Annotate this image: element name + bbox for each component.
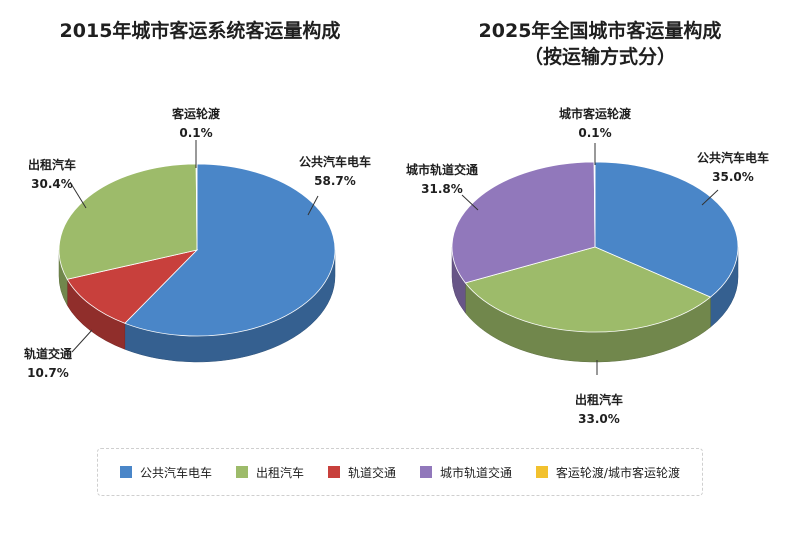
slice-value-label: 30.4% xyxy=(31,177,73,191)
leader-line xyxy=(461,194,479,211)
legend-item: 城市轨道交通 xyxy=(419,464,512,481)
legend-item: 客运轮渡/城市客运轮渡 xyxy=(535,464,680,481)
legend-label: 出租汽车 xyxy=(255,465,304,480)
chart-2-title-block: 2025年全国城市客运量构成 （按运输方式分） xyxy=(400,18,800,70)
slice-value-label: 31.8% xyxy=(421,182,463,196)
slice-value-label: 0.1% xyxy=(179,126,212,140)
leader-line xyxy=(71,329,93,353)
pie-slice xyxy=(58,163,198,280)
legend-item: 出租汽车 xyxy=(235,464,304,481)
slice-label: 城市轨道交通 xyxy=(406,162,478,177)
leader-line xyxy=(307,195,319,216)
chart-2-title: 2025年全国城市客运量构成 xyxy=(478,20,722,42)
slice-value-label: 33.0% xyxy=(578,412,620,426)
slice-value-label: 10.7% xyxy=(27,366,69,380)
slice-label: 城市客运轮渡 xyxy=(559,106,632,121)
pie-chart-1: 公共汽车电车 58.7% 轨道交通 10.7% 出租汽车 30.4% 客运轮渡 0.1% xyxy=(24,106,371,380)
pie-slice xyxy=(451,161,596,284)
slice-value-label: 58.7% xyxy=(314,174,356,188)
slice-label: 出租汽车 xyxy=(575,392,623,407)
pie-slice xyxy=(124,163,336,337)
slice-label: 公共汽车电车 xyxy=(697,150,769,165)
pie-slice xyxy=(464,246,712,333)
slice-label: 客运轮渡 xyxy=(171,106,221,121)
legend-item: 轨道交通 xyxy=(327,464,396,481)
legend-swatch xyxy=(327,466,340,478)
legend-label: 轨道交通 xyxy=(347,465,396,480)
legend-label: 客运轮渡/城市客运轮渡 xyxy=(555,465,680,480)
legend-label: 城市轨道交通 xyxy=(439,465,512,480)
pie-charts: 公共汽车电车58.7%轨道交通10.7%出租汽车30.4%客运轮渡0.1%公共汽… xyxy=(24,106,769,426)
leader-line xyxy=(701,189,719,206)
legend-item: 公共汽车电车 xyxy=(119,464,212,481)
legend-swatch xyxy=(119,466,132,478)
leader-line xyxy=(69,181,87,209)
pie-chart-2: 公共汽车电车 35.0% 出租汽车 33.0% 城市轨道交通 31.8% 城市客运轮渡 0.1… xyxy=(406,106,769,426)
legend: 公共汽车电车 出租汽车 轨道交通 城市轨道交通 客运轮渡/城市客运轮渡 xyxy=(97,448,703,496)
slice-value-label: 0.1% xyxy=(578,126,611,140)
slice-label: 公共汽车电车 xyxy=(299,154,371,169)
chart-2-subtitle: （按运输方式分） xyxy=(523,46,676,68)
chart-1-title: 2015年城市客运系统客运量构成 xyxy=(59,20,341,42)
slice-label: 轨道交通 xyxy=(24,346,72,361)
pie-slice xyxy=(594,161,739,298)
slice-value-label: 35.0% xyxy=(712,170,754,184)
legend-swatch xyxy=(235,466,248,478)
legend-swatch xyxy=(419,466,432,478)
legend-label: 公共汽车电车 xyxy=(139,465,212,480)
legend-swatch xyxy=(535,466,548,478)
slice-label: 出租汽车 xyxy=(28,157,76,172)
pie-slice xyxy=(66,249,199,324)
